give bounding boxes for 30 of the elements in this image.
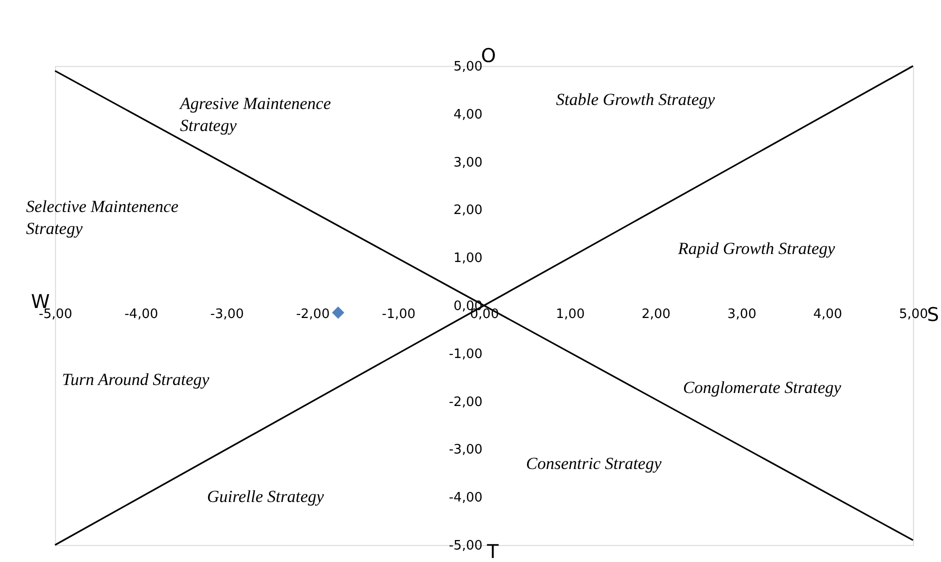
x-tick-label: 2,00 bbox=[642, 307, 671, 322]
text: S bbox=[927, 304, 940, 326]
y-tick-label: -2,00 bbox=[448, 394, 482, 410]
annotation: Selective Maintenence Strategy bbox=[26, 197, 179, 238]
y-tick-label: -1,00 bbox=[448, 346, 482, 362]
y-tick-label: 3,00 bbox=[454, 155, 482, 170]
x-tick-label: -2,00 bbox=[296, 307, 330, 322]
y-tick-label: -5,00 bbox=[448, 538, 482, 554]
annotation: O bbox=[481, 45, 496, 67]
y-tick-label: 5,00 bbox=[454, 60, 482, 74]
annotation: Guirelle Strategy bbox=[207, 487, 324, 506]
y-tick-label: -4,00 bbox=[448, 490, 482, 506]
annotation: Rapid Growth Strategy bbox=[677, 239, 836, 258]
y-tick-label: 2,00 bbox=[454, 203, 482, 218]
annotation: Turn Around Strategy bbox=[62, 370, 210, 389]
annotation: Consentric Strategy bbox=[526, 454, 662, 473]
x-tick-label: -4,00 bbox=[124, 307, 158, 322]
y-tick-label: -3,00 bbox=[448, 442, 482, 458]
x-tick-label: 4,00 bbox=[813, 307, 842, 322]
x-tick-label: 3,00 bbox=[727, 307, 756, 322]
annotation: Agresive Maintenence Strategy bbox=[179, 94, 332, 135]
y-tick-label: 1,00 bbox=[454, 251, 482, 266]
annotation: Stable Growth Strategy bbox=[556, 90, 716, 109]
x-tick-label: 5,00 bbox=[899, 307, 928, 322]
x-tick-label: -3,00 bbox=[210, 307, 244, 322]
annotation: Conglomerate Strategy bbox=[683, 378, 842, 397]
y-tick-label: 4,00 bbox=[454, 107, 482, 122]
x-tick-label: 1,00 bbox=[556, 307, 585, 322]
annotation: T bbox=[486, 541, 499, 562]
x-tick-label: -1,00 bbox=[382, 307, 416, 322]
